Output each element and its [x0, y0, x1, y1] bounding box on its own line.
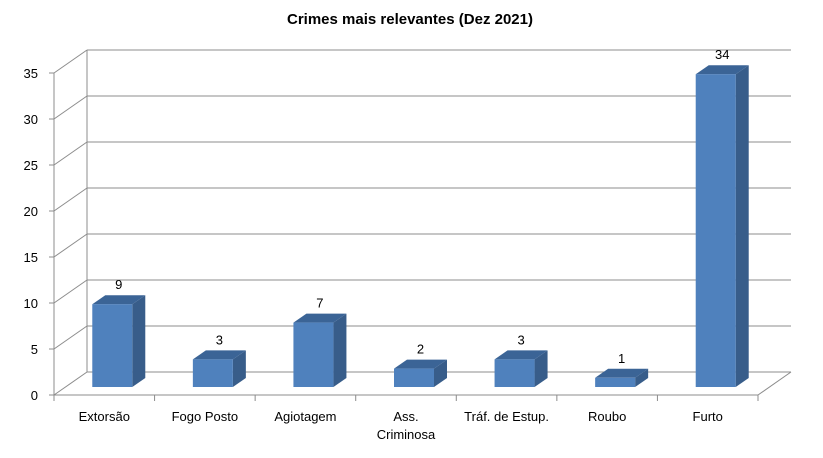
gridline-side: [53, 279, 88, 304]
x-tick-label: Extorsão: [79, 409, 130, 424]
bar-front: [92, 304, 133, 387]
x-tick-label: Tráf. de Estup.: [464, 409, 549, 424]
data-label: 3: [517, 332, 524, 347]
data-label: 7: [316, 296, 323, 311]
x-tick-label: Agiotagem: [274, 409, 336, 424]
bars: [92, 65, 749, 387]
bar-front: [695, 74, 736, 387]
gridline-side: [53, 325, 88, 350]
data-label: 2: [417, 342, 424, 357]
floor-edge: [757, 371, 792, 396]
bar-top: [394, 359, 447, 369]
y-tick-label: 10: [24, 296, 38, 311]
bar-side: [434, 359, 447, 387]
y-tick-label: 15: [24, 250, 38, 265]
chart-title: Crimes mais relevantes (Dez 2021): [287, 11, 533, 28]
bar-top: [494, 350, 548, 360]
gridline-side: [53, 371, 88, 396]
bar: [595, 368, 649, 387]
data-label: 9: [115, 277, 122, 292]
bar-side: [534, 350, 548, 387]
bar-side: [232, 350, 246, 387]
bar-side: [635, 368, 649, 387]
bar: [394, 359, 447, 387]
y-tick-label: 35: [24, 66, 38, 81]
gridline-side: [53, 187, 88, 212]
bar-side: [735, 65, 749, 387]
axes: [49, 50, 792, 401]
bar-front: [293, 322, 334, 387]
bar-front: [192, 359, 233, 387]
y-tick-label: 30: [24, 112, 38, 127]
labels: 0 5 10 15 20 25 30 35 9 Extorsão 3 Fogo Posto 7 Agiot…: [24, 47, 730, 442]
x-tick-label: Criminosa: [377, 427, 436, 442]
bar-top: [92, 295, 146, 305]
y-tick-label: 20: [24, 204, 38, 219]
data-label: 34: [715, 47, 729, 62]
bar-top: [293, 313, 347, 323]
x-tick-label: Ass.: [393, 409, 418, 424]
x-tick-label: Furto: [693, 409, 723, 424]
bar-top: [595, 368, 649, 378]
y-tick-label: 5: [31, 342, 38, 357]
bar: [293, 313, 347, 387]
bar-top: [695, 65, 749, 75]
bar: [92, 295, 146, 387]
bar-front: [595, 377, 636, 387]
x-tick-label: Roubo: [588, 409, 626, 424]
bar-top: [192, 350, 246, 360]
bar-front: [494, 359, 535, 387]
gridline-side: [53, 49, 88, 74]
data-label: 3: [216, 332, 223, 347]
bar: [695, 65, 749, 387]
gridline-side: [53, 95, 88, 120]
y-tick-label: 25: [24, 158, 38, 173]
x-tick-label: Fogo Posto: [172, 409, 239, 424]
gridline-side: [53, 141, 88, 166]
bar-front: [394, 368, 434, 387]
gridline-side: [53, 233, 88, 258]
y-tick-label: 0: [31, 388, 38, 403]
bar-side: [333, 313, 347, 387]
bar: [192, 350, 246, 387]
data-label: 1: [618, 351, 625, 366]
bar-side: [132, 295, 146, 387]
bar: [494, 350, 548, 387]
